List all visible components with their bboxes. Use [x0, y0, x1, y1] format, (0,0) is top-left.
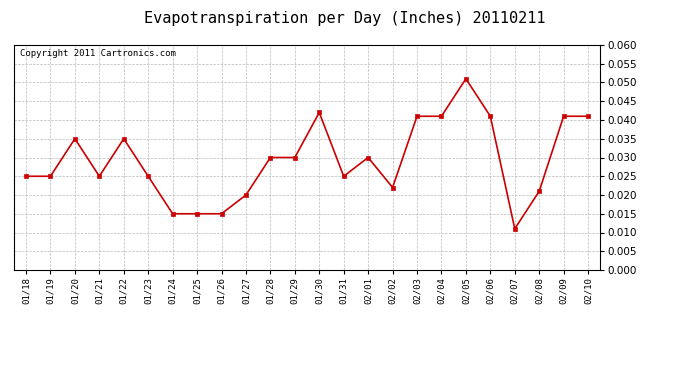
Text: Evapotranspiration per Day (Inches) 20110211: Evapotranspiration per Day (Inches) 2011… — [144, 11, 546, 26]
Text: Copyright 2011 Cartronics.com: Copyright 2011 Cartronics.com — [19, 50, 175, 58]
